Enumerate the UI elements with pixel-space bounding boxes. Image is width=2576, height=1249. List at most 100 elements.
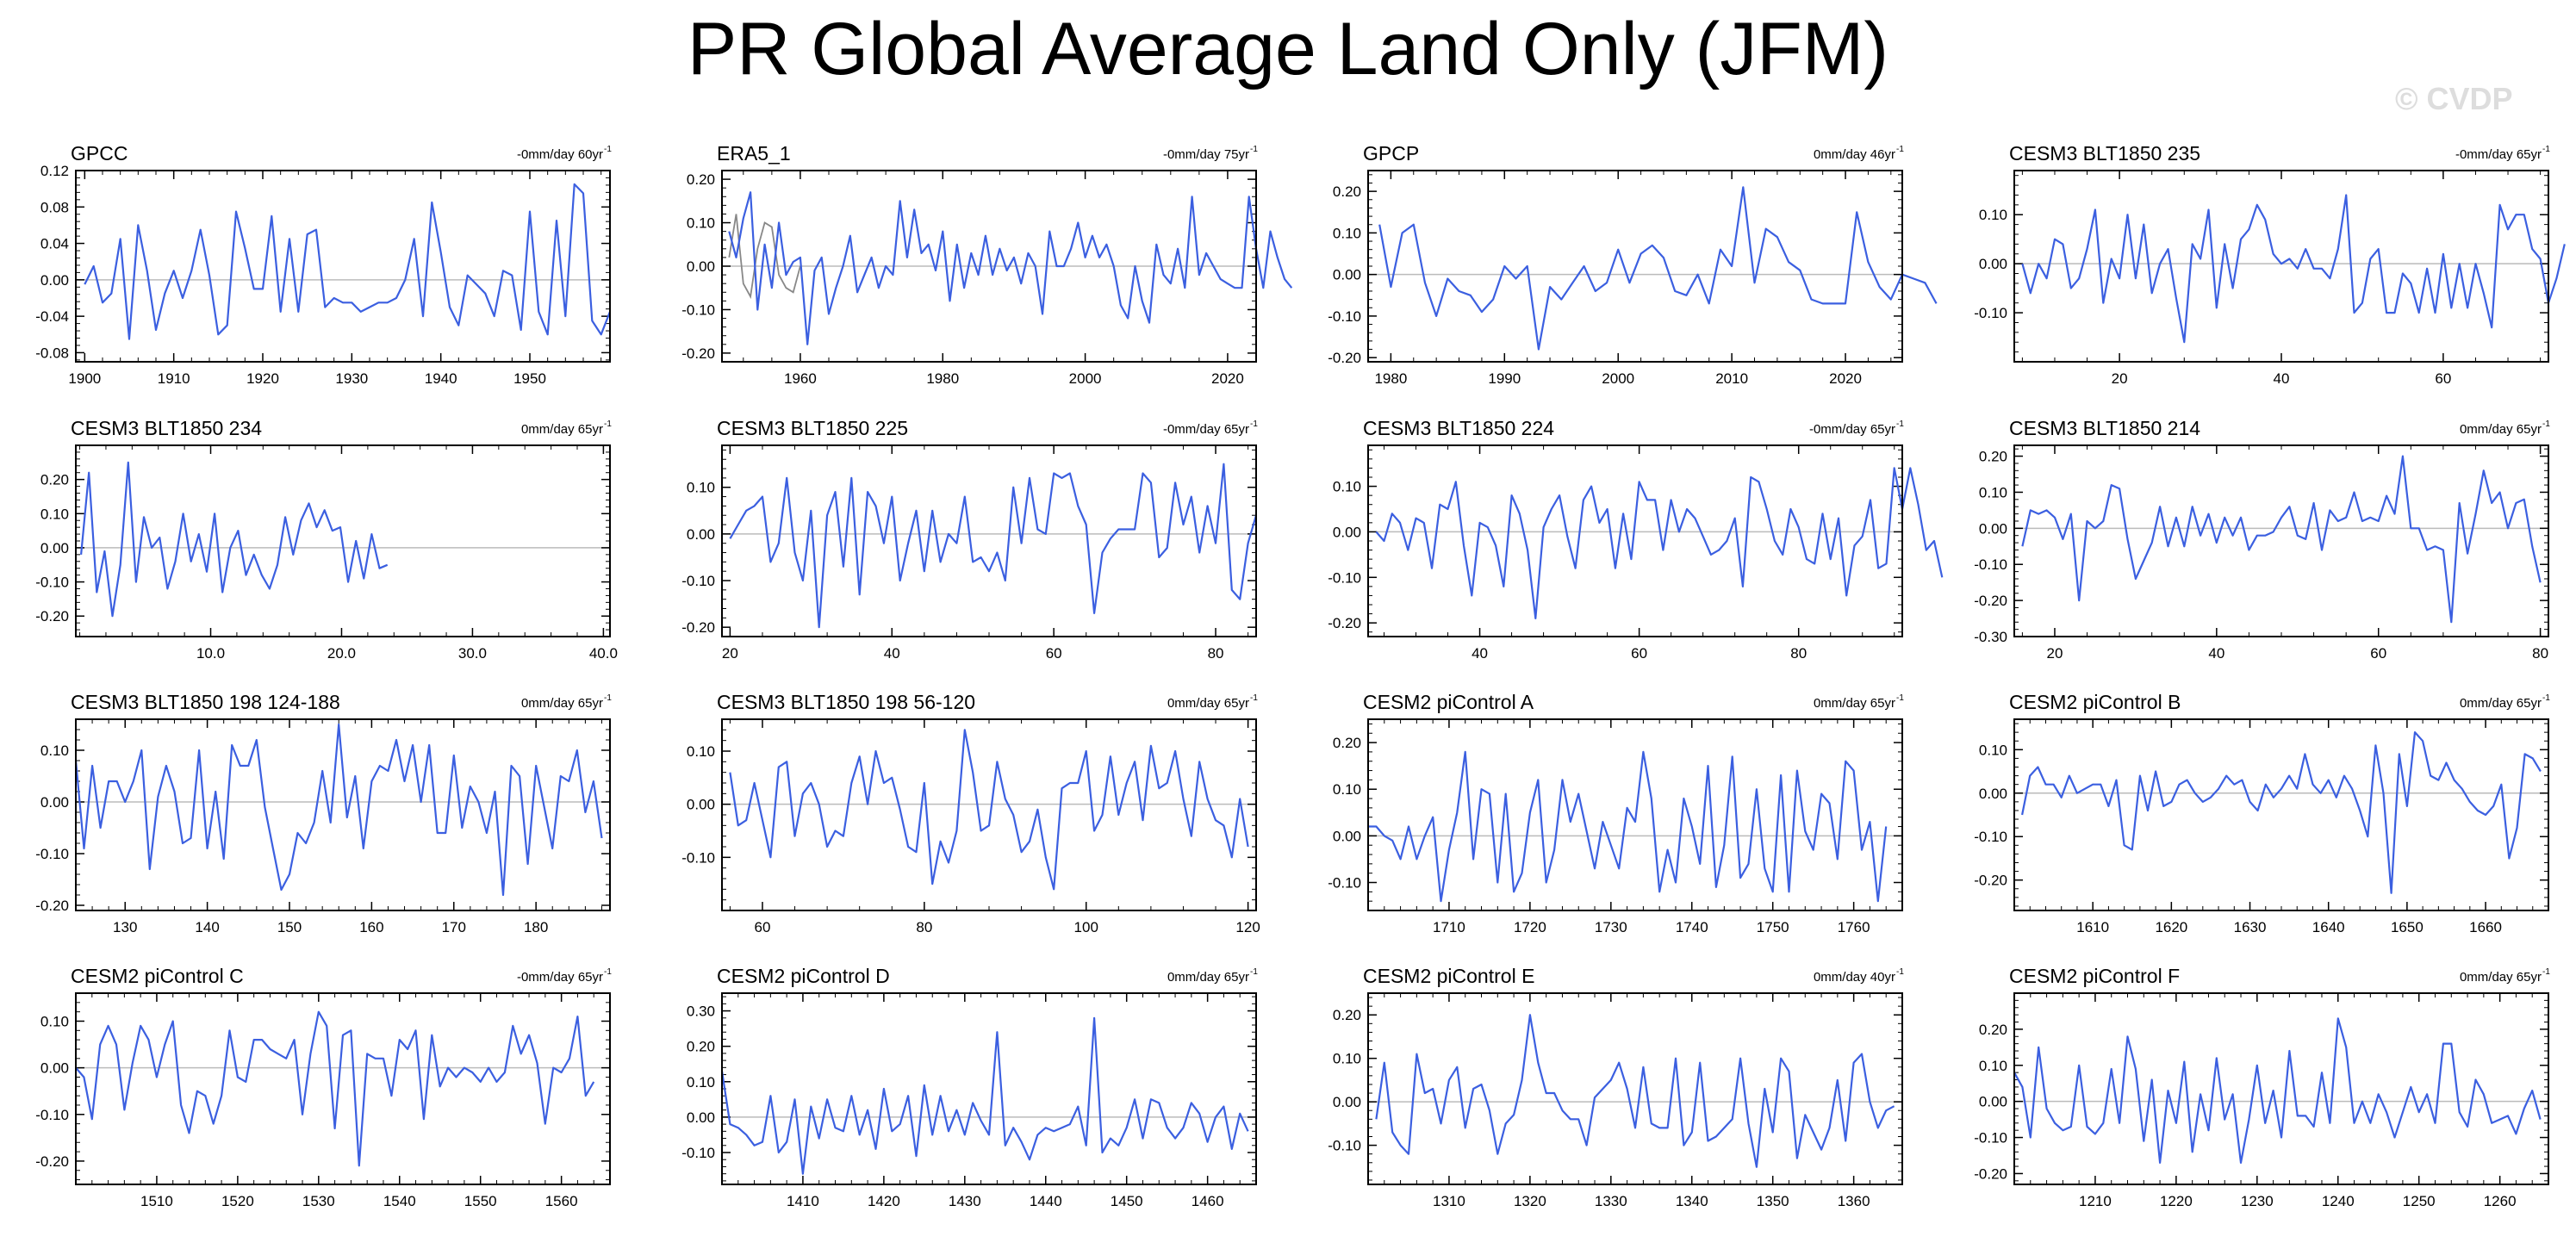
x-tick-label: 1440	[1030, 1193, 1062, 1209]
chart-annotation-superscript: -1	[1896, 693, 1904, 703]
x-tick-label: 40	[1472, 645, 1488, 662]
x-tick-label: 1310	[1433, 1193, 1465, 1209]
y-tick-label: -0.20	[35, 898, 69, 914]
x-tick-label: 1760	[1838, 919, 1870, 935]
y-tick-label: 0.10	[687, 215, 715, 232]
x-tick-label: 2000	[1069, 370, 1102, 387]
y-tick-label: 0.12	[40, 163, 69, 179]
chart-panel: CESM2 piControl B 0mm/day 65yr -1 0.10 0.00 -…	[1974, 691, 2550, 935]
y-tick-label: 0.10	[40, 743, 69, 759]
x-tick-label: 1640	[2312, 919, 2345, 935]
x-tick-label: 150	[277, 919, 302, 935]
series-line	[74, 723, 603, 897]
x-tick-label: 60	[1631, 645, 1647, 662]
y-tick-label: 0.00	[1333, 267, 1361, 283]
y-tick-label: -0.10	[1328, 569, 1361, 586]
x-tick-label: 170	[442, 919, 466, 935]
plot-frame	[1367, 444, 1903, 637]
x-tick-label: 80	[2532, 645, 2548, 662]
y-tick-label: 0.00	[40, 1060, 69, 1077]
series-line	[720, 1016, 1249, 1175]
y-tick-label: -0.20	[1974, 1165, 2007, 1182]
x-tick-label: 1240	[2322, 1193, 2355, 1209]
y-tick-label: 0.00	[1979, 520, 2007, 537]
chart-title: CESM3 BLT1850 235	[2009, 142, 2200, 165]
x-tick-label: 1980	[1374, 370, 1407, 387]
series-line	[1375, 1014, 1895, 1168]
y-tick-label: -0.10	[681, 573, 715, 589]
chart-annotation: 0mm/day 65yr	[521, 422, 603, 437]
chart-annotation: -0mm/day 65yr	[1809, 422, 1895, 437]
x-tick-label: 1910	[158, 370, 190, 387]
y-tick-label: -0.10	[35, 575, 69, 591]
chart-annotation: -0mm/day 65yr	[1163, 422, 1249, 437]
y-tick-label: 0.10	[1979, 1058, 2007, 1074]
chart-title: CESM3 BLT1850 234	[71, 417, 262, 439]
x-tick-label: 1930	[335, 370, 368, 387]
chart-annotation-superscript: -1	[604, 419, 612, 429]
x-tick-label: 1720	[1514, 919, 1546, 935]
y-tick-label: -0.30	[1974, 629, 2007, 645]
x-tick-label: 2020	[1211, 370, 1244, 387]
x-tick-label: 1230	[2241, 1193, 2274, 1209]
chart-annotation-superscript: -1	[1896, 967, 1904, 977]
x-tick-label: 1330	[1595, 1193, 1627, 1209]
y-tick-label: -0.20	[35, 608, 69, 624]
x-tick-label: 20	[2112, 370, 2128, 387]
series-line	[2021, 194, 2566, 344]
y-tick-label: 0.10	[687, 480, 715, 496]
x-tick-label: 10.0	[196, 645, 225, 662]
chart-annotation: 0mm/day 65yr	[2460, 696, 2542, 711]
plot-frame	[2013, 444, 2549, 637]
chart-panel: CESM2 piControl D 0mm/day 65yr -1 0.30 0.20 0…	[681, 965, 1258, 1209]
chart-annotation-superscript: -1	[604, 693, 612, 703]
y-tick-label: -0.20	[681, 345, 715, 362]
y-tick-label: -0.10	[1974, 556, 2007, 573]
plot-frame	[721, 992, 1257, 1185]
series-line	[1378, 186, 1938, 351]
chart-annotation: 0mm/day 65yr	[1167, 696, 1249, 711]
series-line	[1368, 750, 1888, 903]
x-tick-label: 1710	[1433, 919, 1465, 935]
chart-annotation: 0mm/day 65yr	[1814, 696, 1895, 711]
x-tick-label: 1430	[949, 1193, 981, 1209]
chart-annotation-superscript: -1	[1250, 419, 1258, 429]
chart-annotation-superscript: -1	[2542, 967, 2550, 977]
x-tick-label: 180	[524, 919, 548, 935]
chart-panel: CESM3 BLT1850 225 -0mm/day 65yr -1 0.10 0.00…	[681, 417, 1258, 662]
y-tick-label: 0.00	[687, 526, 715, 543]
chart-title: CESM3 BLT1850 225	[717, 417, 908, 439]
plot-frame	[2013, 992, 2549, 1185]
x-tick-label: 1730	[1595, 919, 1627, 935]
y-tick-label: 0.30	[687, 1004, 715, 1020]
chart-title: ERA5_1	[717, 142, 791, 165]
y-tick-label: 0.00	[1979, 256, 2007, 272]
y-tick-label: -0.10	[35, 846, 69, 862]
x-tick-label: 1920	[246, 370, 279, 387]
chart-annotation-superscript: -1	[1250, 145, 1258, 154]
x-tick-label: 80	[1208, 645, 1224, 662]
chart-annotation-superscript: -1	[604, 145, 612, 154]
plot-frame	[2013, 718, 2549, 911]
y-tick-label: -0.10	[1974, 1130, 2007, 1146]
y-tick-label: 0.10	[1333, 781, 1361, 798]
y-tick-label: 0.20	[1979, 449, 2007, 465]
y-tick-label: -0.10	[1974, 305, 2007, 321]
chart-annotation-superscript: -1	[1250, 967, 1258, 977]
x-tick-label: 1510	[140, 1193, 173, 1209]
chart-title: GPCC	[71, 142, 128, 165]
x-tick-label: 1450	[1111, 1193, 1143, 1209]
chart-title: CESM2 piControl A	[1363, 691, 1534, 713]
y-tick-label: 0.10	[1333, 225, 1361, 241]
x-tick-label: 30.0	[458, 645, 487, 662]
y-tick-label: 0.10	[687, 743, 715, 760]
x-tick-label: 20	[2047, 645, 2063, 662]
chart-annotation: -0mm/day 60yr	[517, 147, 603, 162]
x-tick-label: 40	[884, 645, 900, 662]
x-tick-label: 1210	[2079, 1193, 2112, 1209]
chart-title: CESM2 piControl F	[2009, 965, 2180, 987]
x-tick-label: 1260	[2484, 1193, 2517, 1209]
y-tick-label: -0.10	[1328, 875, 1361, 892]
y-tick-label: 0.00	[40, 794, 69, 811]
y-tick-label: 0.00	[1979, 1094, 2007, 1110]
